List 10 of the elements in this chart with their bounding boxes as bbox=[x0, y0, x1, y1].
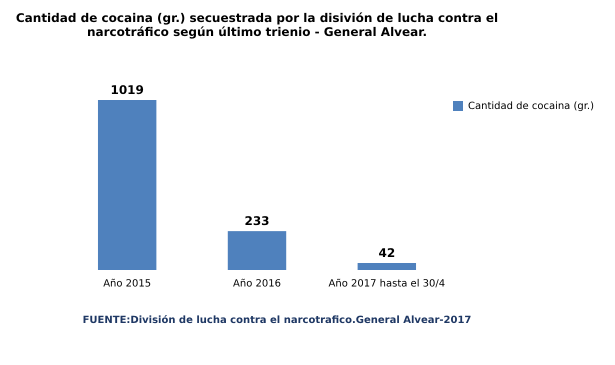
legend-label: Cantidad de cocaina (gr.) bbox=[468, 101, 594, 112]
text: narcotráfico según último trienio - General Alvear. bbox=[86, 25, 428, 39]
text: Cantidad de cocaina (gr.) secuestrada por la disivión de lucha contra el bbox=[16, 11, 498, 25]
data-label: 42 bbox=[378, 246, 396, 260]
source-note: FUENTE:División de lucha contra el narcotrafico.General Alvear-2017 bbox=[82, 315, 472, 326]
x-tick-label: Año 2015 bbox=[103, 278, 152, 290]
x-tick-label: Año 2017 hasta el 30/4 bbox=[328, 278, 446, 290]
x-tick-label: Año 2016 bbox=[233, 278, 281, 290]
data-label: 233 bbox=[244, 214, 270, 228]
data-label: 1019 bbox=[110, 83, 144, 97]
